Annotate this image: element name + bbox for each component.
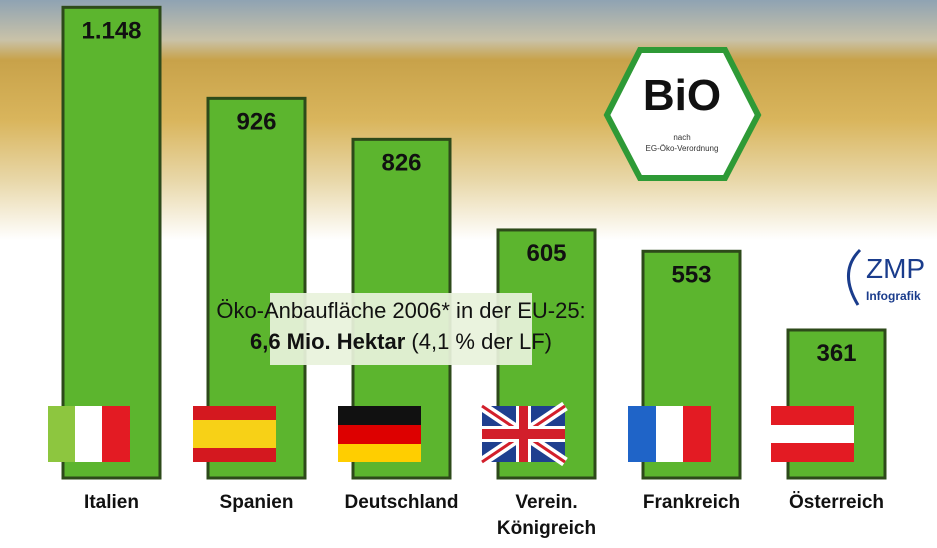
chart: BiO nach EG-Öko-Verordnung ZMP Infografi… (0, 0, 937, 548)
annotation-bold: 6,6 Mio. Hektar (250, 329, 406, 354)
value-label: 605 (526, 240, 566, 267)
bio-text: BiO (643, 71, 721, 120)
annotation: 6,6 Mio. Hektar (4,1 % der LF) (250, 329, 552, 354)
value-label: 553 (671, 261, 711, 288)
category-label: Italien (42, 490, 182, 516)
annotation-rest: (4,1 % der LF) (411, 329, 552, 354)
category-label: Deutschland (332, 490, 472, 516)
bio-sub: EG-Öko-Verordnung (646, 144, 719, 153)
bio-sub: nach (673, 133, 690, 142)
value-label: 1.148 (81, 17, 141, 44)
category-label: Spanien (187, 490, 327, 516)
source-sub: Infografik (866, 289, 921, 303)
value-label: 926 (236, 108, 276, 135)
infographic: BiO nach EG-Öko-Verordnung ZMP Infografi… (0, 0, 937, 548)
value-label: 361 (816, 340, 856, 367)
annotation: Öko-Anbaufläche 2006* in der EU-25: (216, 298, 585, 323)
category-label: Österreich (767, 490, 907, 516)
category-label: Verein. Königreich (492, 490, 602, 542)
source: ZMP (866, 253, 925, 284)
category-label: Frankreich (622, 490, 762, 516)
value-label: 826 (381, 149, 421, 176)
bio-logo: BiO nach EG-Öko-Verordnung (607, 50, 758, 178)
